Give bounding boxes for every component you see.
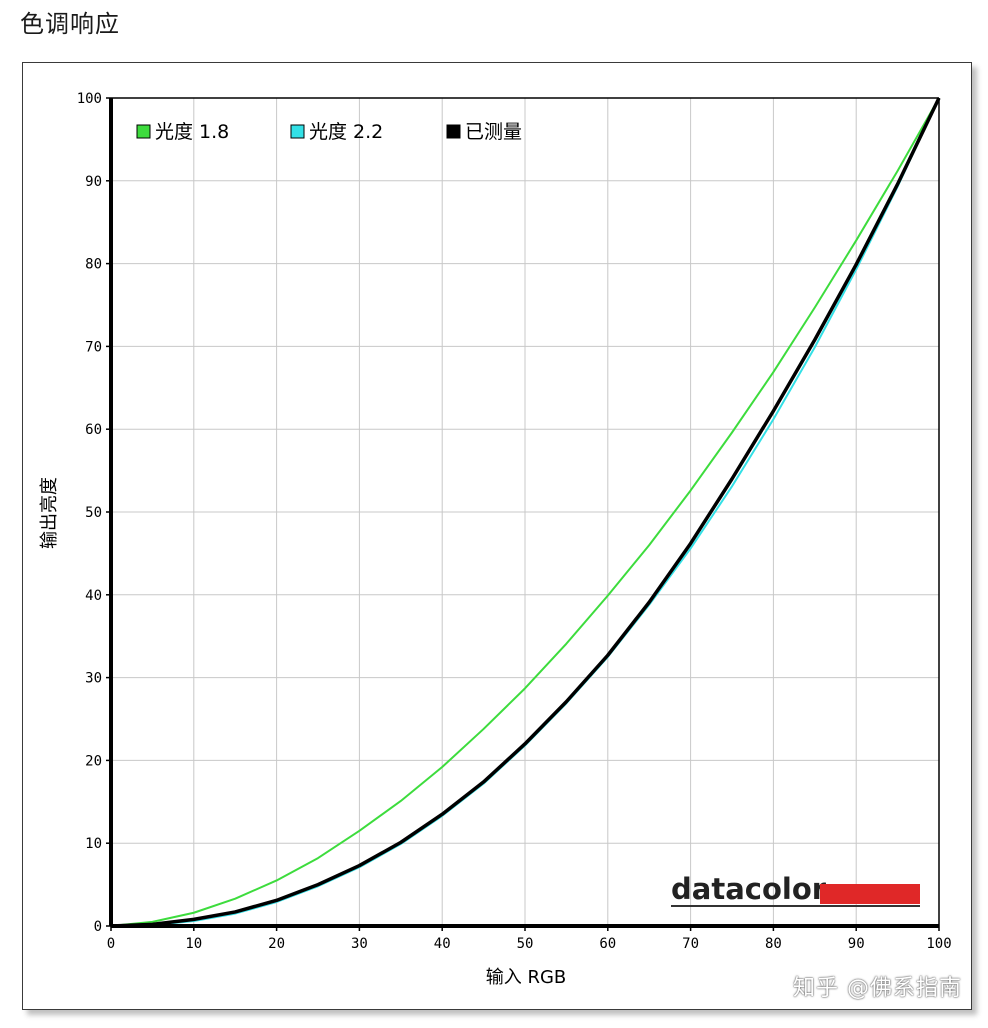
tick-labels: 0 10 20 30 40 50 60 70 80 90 100 0 10 20 30 40 50 60 70 80 9… [77, 91, 952, 952]
watermark: 知乎 @佛系指南 [793, 976, 962, 1001]
y-tick-label-90: 90 [85, 174, 102, 190]
y-axis-label: 输出亮度 [39, 477, 60, 549]
series-line-measured [110, 97, 941, 928]
y-tick-label-70: 70 [85, 339, 102, 355]
x-tick-label-70: 70 [682, 936, 699, 952]
x-tick-label-100: 100 [926, 936, 951, 952]
y-tick-label-60: 60 [85, 422, 102, 438]
legend-label-gamma-2-2: 光度 2.2 [309, 121, 383, 143]
y-tick-label-80: 80 [85, 257, 102, 273]
chart-frame: 0 10 20 30 40 50 60 70 80 90 100 0 10 20 30 40 50 60 70 80 9… [22, 62, 972, 1010]
x-tick-label-10: 10 [185, 936, 202, 952]
y-tick-label-50: 50 [85, 505, 102, 521]
legend-label-measured: 已测量 [465, 121, 522, 143]
grid [111, 98, 939, 926]
legend-swatch-gamma-1-8 [136, 124, 151, 139]
legend-swatch-gamma-2-2 [290, 124, 305, 139]
datacolor-logo-text: datacolor [671, 872, 827, 906]
x-tick-label-0: 0 [107, 936, 115, 952]
x-tick-label-50: 50 [517, 936, 534, 952]
tone-response-chart: 0 10 20 30 40 50 60 70 80 90 100 0 10 20 30 40 50 60 70 80 9… [39, 91, 952, 988]
y-tick-label-20: 20 [85, 753, 102, 769]
series-lines [110, 97, 941, 928]
y-tick-label-0: 0 [94, 919, 102, 935]
x-tick-label-30: 30 [351, 936, 368, 952]
x-tick-label-60: 60 [599, 936, 616, 952]
legend-swatch-measured [446, 124, 461, 139]
legend-label-gamma-1-8: 光度 1.8 [155, 121, 229, 143]
y-tick-label-100: 100 [77, 91, 102, 107]
x-tick-label-90: 90 [848, 936, 865, 952]
datacolor-logo-underline [671, 905, 920, 907]
datacolor-logo-bar [820, 884, 920, 904]
y-tick-label-40: 40 [85, 588, 102, 604]
y-tick-label-10: 10 [85, 836, 102, 852]
y-tick-label-30: 30 [85, 671, 102, 687]
x-axis-label: 输入 RGB [486, 967, 567, 988]
x-tick-label-20: 20 [268, 936, 285, 952]
legend: 光度 1.8 光度 2.2 已测量 [136, 121, 522, 143]
x-tick-label-80: 80 [765, 936, 782, 952]
axes [106, 97, 940, 931]
series-line-gamma-1-8 [110, 97, 940, 927]
x-tick-label-40: 40 [434, 936, 451, 952]
page-title: 色调响应 [20, 10, 120, 38]
datacolor-logo: datacolor [671, 872, 920, 907]
